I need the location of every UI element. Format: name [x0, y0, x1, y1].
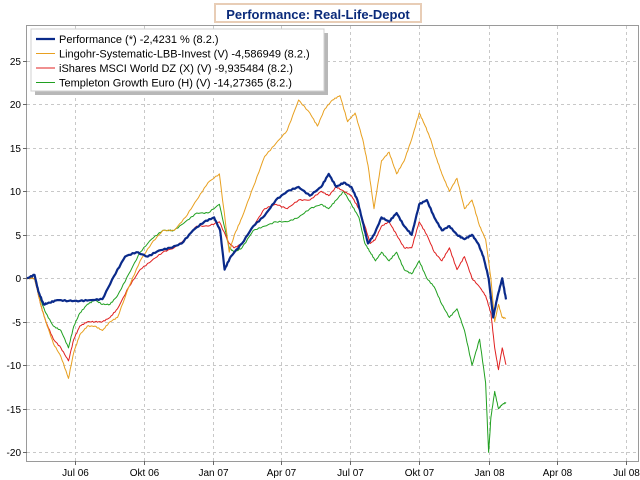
series-group: [26, 95, 508, 453]
y-tick-label: 20: [10, 100, 22, 111]
legend-entry: Lingohr-Systematic-LBB-Invest (V) -4,586…: [59, 49, 310, 61]
series-line-1: [26, 95, 506, 379]
chart-title: Performance: Real-Life-Depot: [214, 3, 422, 23]
y-tick-label: 0: [15, 274, 21, 285]
y-tick-label: 15: [10, 144, 22, 155]
series-line-2: [26, 186, 507, 371]
y-axis: 25 20 15 10 5 0 -5 -10 -15 -20: [7, 57, 27, 459]
x-tick-label: Okt 06: [130, 468, 160, 479]
legend: Performance (*) -2,4231 % (8.2.) Lingohr-…: [30, 28, 328, 95]
y-tick-label: 25: [10, 57, 22, 68]
x-tick-label: Jul 08: [613, 468, 640, 479]
y-tick-label: -20: [7, 448, 22, 459]
y-tick-label: -10: [7, 361, 22, 372]
x-axis: Jul 06 Okt 06 Jan 07 Apr 07 Jul 07 Okt 07 Jan …: [62, 461, 640, 479]
y-tick-label: 10: [10, 187, 22, 198]
x-tick-label: Jul 07: [337, 468, 364, 479]
x-tick-label: Jul 06: [62, 468, 89, 479]
y-tick-label: 5: [15, 231, 21, 242]
x-tick-label: Apr 07: [267, 468, 297, 479]
legend-entry: iShares MSCI World DZ (X) (V) -9,935484 …: [59, 63, 293, 75]
plot-area: [26, 25, 639, 462]
x-tick-label: Jan 08: [474, 468, 504, 479]
x-tick-label: Jan 07: [198, 468, 228, 479]
grid: [27, 26, 638, 461]
x-tick-label: Okt 07: [405, 468, 435, 479]
legend-entry: Performance (*) -2,4231 % (8.2.): [59, 34, 219, 46]
legend-entry: Templeton Growth Euro (H) (V) -14,27365 …: [59, 78, 292, 90]
x-tick-label: Apr 08: [543, 468, 573, 479]
legend-box: [30, 28, 325, 92]
y-tick-label: -5: [12, 318, 21, 329]
series-line-0: [26, 172, 508, 319]
y-tick-label: -15: [7, 405, 22, 416]
